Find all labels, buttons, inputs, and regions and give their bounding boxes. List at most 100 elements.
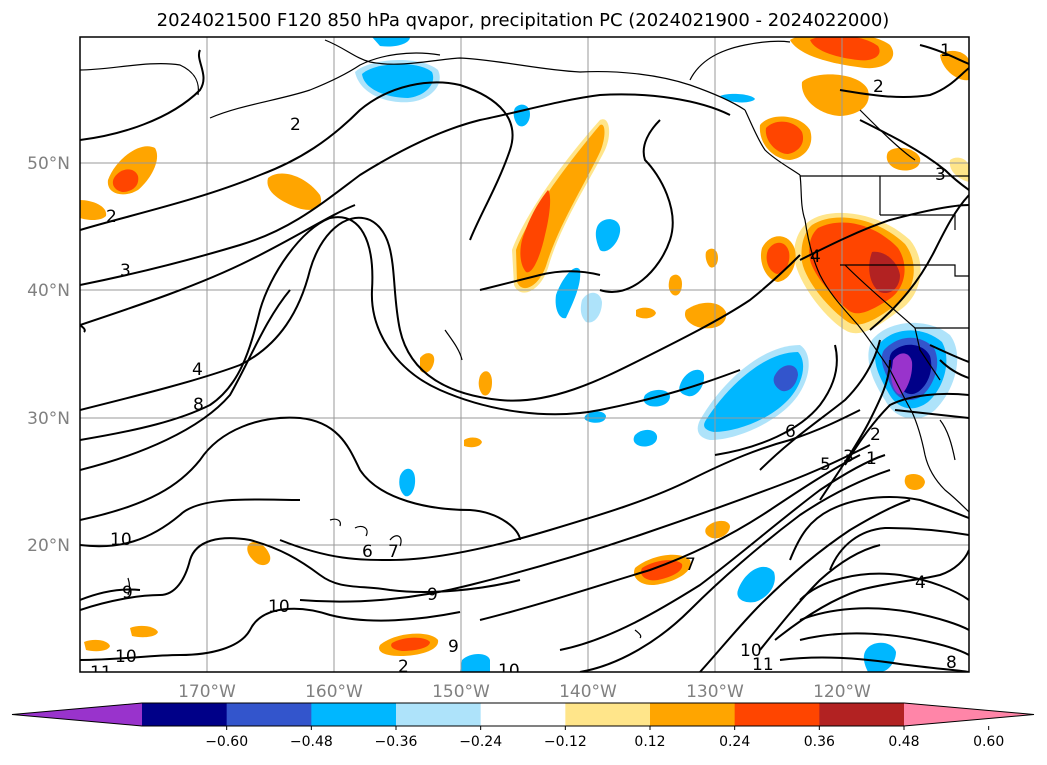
longitude-labels: 170°W 160°W 150°W 140°W 130°W 120°W: [178, 682, 871, 702]
contour-label: 8: [946, 653, 957, 673]
contour-label: 2: [870, 425, 881, 445]
contour-label: 3: [843, 447, 854, 467]
lat-label: 50°N: [27, 154, 70, 174]
shade-wa-red: [765, 121, 804, 154]
shade-baja-orange: [904, 474, 925, 490]
contour-label: 8: [193, 395, 204, 415]
shade-hawaii-blue: [399, 468, 416, 497]
contour-label: 6: [362, 542, 373, 562]
shade-small-orange4: [668, 274, 682, 296]
colorbar-segment: [480, 703, 566, 726]
shade-central-small4: [584, 411, 606, 423]
shade-sub-blue: [737, 566, 775, 603]
colorbar-tick-label: −0.24: [459, 734, 502, 750]
colorbar-segment: [565, 703, 651, 726]
shade-sw-orange: [247, 542, 271, 566]
shade-bottom-blue: [460, 654, 490, 672]
shade-coast-left-red: [766, 242, 790, 274]
shade-norcal-darkred: [869, 251, 900, 294]
shade-band-red: [520, 190, 551, 273]
qvapor-contours: [80, 44, 969, 672]
shade-bc-orange: [801, 74, 869, 116]
contour-label: 10: [115, 647, 137, 667]
contour-label: 11: [752, 655, 774, 675]
contour-label: 2: [873, 77, 884, 97]
shade-small-orange5: [636, 307, 656, 319]
colorbar-tick-label: 0.12: [634, 734, 665, 750]
latitude-labels: 50°N 40°N 30°N 20°N: [27, 154, 70, 556]
colorbar: −0.60 −0.48 −0.36 −0.24 −0.12 0.12 0.24 0.36 0.4…: [11, 702, 1035, 750]
colorbar-tick-label: −0.12: [544, 734, 587, 750]
shade-band-lightblue: [580, 292, 602, 323]
contour-label: 4: [810, 247, 821, 267]
lon-label: 120°W: [813, 682, 871, 702]
colorbar-extend-low: [12, 703, 142, 726]
shade-small-orange3: [684, 302, 727, 329]
colorbar-segments: [11, 702, 1035, 727]
lat-label: 20°N: [27, 536, 70, 556]
contour-label: 4: [915, 573, 926, 593]
lon-label: 130°W: [686, 682, 744, 702]
contour-label: 11: [90, 663, 112, 683]
contour-labels: 2 2 1 2 3 3 4 4 8 10 6 7 9 10 9 9 10 11 …: [90, 41, 957, 683]
map-frame: [79, 36, 970, 673]
colorbar-tick-label: 0.36: [804, 734, 835, 750]
contour-label: 1: [866, 449, 877, 469]
contour-label: 9: [122, 583, 133, 603]
coastlines: [80, 39, 969, 639]
contour-label: 7: [685, 555, 696, 575]
shade-band-blue: [555, 267, 581, 319]
shade-sw-orange2: [130, 625, 158, 638]
contour-label: 10: [740, 641, 762, 661]
shade-sub-orange2: [705, 520, 730, 539]
contour-label: 3: [120, 261, 131, 281]
contour-label: 10: [498, 661, 520, 681]
contour-label: 5: [820, 455, 831, 475]
contour-label: 9: [427, 585, 438, 605]
shade-central-small3: [633, 429, 658, 447]
colorbar-segment: [311, 703, 397, 726]
lon-label: 170°W: [178, 682, 236, 702]
contour-label: 9: [448, 637, 459, 657]
contour-label: 10: [268, 597, 290, 617]
colorbar-tick-label: 0.48: [888, 734, 919, 750]
contour-label: 3: [935, 165, 946, 185]
shade-west-orange2: [267, 173, 322, 210]
shade-bottom-red: [391, 637, 430, 651]
map-panel: 2 2 1 2 3 3 4 4 8 10 6 7 9 10 9 9 10 11 …: [79, 36, 970, 683]
contour-label: 1: [940, 41, 951, 61]
precip-shading: [80, 37, 969, 672]
shade-central-blue: [773, 365, 798, 392]
shade-topcoast-red: [810, 37, 880, 61]
shade-bottom-right-blue: [863, 642, 896, 672]
colorbar-ticks: −0.60 −0.48 −0.36 −0.24 −0.12 0.12 0.24 0.36 0.4…: [205, 726, 1004, 750]
colorbar-tick-label: −0.48: [290, 734, 333, 750]
contour-label: 4: [192, 360, 203, 380]
contour-label: 2: [106, 207, 117, 227]
shade-small-orange7: [464, 437, 482, 448]
lon-label: 150°W: [432, 682, 490, 702]
colorbar-segment: [650, 703, 736, 726]
shade-small-orange: [478, 371, 492, 396]
contour-label: 2: [398, 657, 409, 677]
colorbar-segment: [819, 703, 905, 726]
colorbar-segment: [226, 703, 312, 726]
shade-goa-cyan: [362, 63, 434, 98]
colorbar-segment: [142, 703, 228, 726]
colorbar-segment: [396, 703, 482, 726]
shade-west-left: [80, 200, 107, 220]
colorbar-tick-label: −0.60: [205, 734, 248, 750]
shade-topright-orange: [940, 50, 969, 81]
figure-title: 2024021500 F120 850 hPa qvapor, precipit…: [157, 10, 890, 31]
colorbar-tick-label: −0.36: [375, 734, 418, 750]
shade-oregon-orange: [886, 147, 921, 171]
shade-band-blue2: [595, 219, 621, 252]
colorbar-extend-high: [904, 703, 1034, 726]
lat-label: 40°N: [27, 281, 70, 301]
colorbar-outline: [11, 702, 1035, 727]
lat-label: 30°N: [27, 409, 70, 429]
colorbar-tick-label: 0.60: [973, 734, 1004, 750]
map-background: [80, 37, 969, 672]
shade-goa-top: [372, 37, 410, 47]
